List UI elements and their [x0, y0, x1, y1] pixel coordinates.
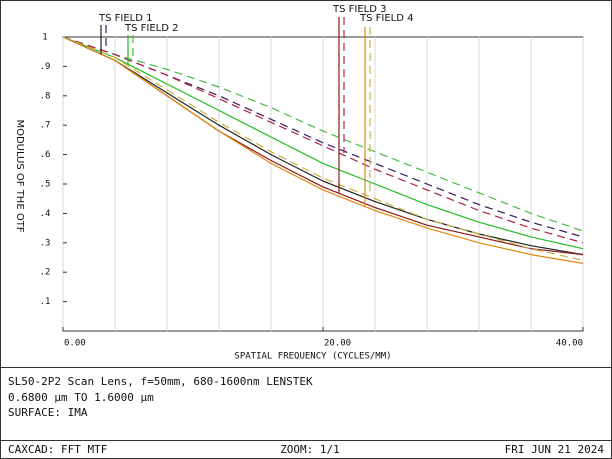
- footer-left: CAXCAD: FFT MTF: [8, 443, 107, 456]
- y-tick-label: .3: [40, 238, 51, 248]
- y-tick-label: .2: [40, 268, 51, 278]
- info-line: SURFACE: IMA: [8, 406, 88, 419]
- y-tick-label: .4: [40, 209, 51, 219]
- legend-label: TS FIELD 2: [124, 23, 178, 34]
- footer-center: ZOOM: 1/1: [280, 443, 340, 456]
- y-tick-label: 1: [42, 33, 47, 43]
- legend-label: TS FIELD 4: [359, 13, 413, 24]
- legend-label: TS FIELD 1: [98, 13, 152, 24]
- sagittal-curve: [62, 36, 584, 261]
- info-line: SL50-2P2 Scan Lens, f=50mm, 680-1600nm L…: [8, 375, 313, 388]
- tangential-curve: [62, 36, 584, 256]
- y-tick-label: .9: [40, 62, 51, 72]
- sagittal-curve: [62, 36, 584, 244]
- x-tick-label: 0.00: [64, 339, 86, 349]
- y-tick-label: .7: [40, 121, 51, 131]
- x-tick-label: 20.00: [324, 339, 351, 349]
- y-tick-label: .1: [40, 297, 51, 307]
- footer-right: FRI JUN 21 2024: [505, 443, 605, 456]
- y-tick-label: .8: [40, 91, 51, 101]
- y-axis-label: MODULUS OF THE OTF: [14, 119, 25, 232]
- tangential-curve: [62, 36, 584, 264]
- sagittal-curve: [62, 36, 584, 232]
- x-tick-label: 40.00: [556, 339, 583, 349]
- x-axis-label: SPATIAL FREQUENCY (CYCLES/MM): [234, 352, 391, 362]
- tangential-curve: [62, 36, 584, 250]
- info-line: 0.6800 µm TO 1.6000 µm: [8, 391, 154, 404]
- legend-label: TS FIELD 3: [332, 4, 386, 15]
- y-tick-label: .6: [40, 150, 51, 160]
- y-tick-label: .5: [40, 180, 51, 190]
